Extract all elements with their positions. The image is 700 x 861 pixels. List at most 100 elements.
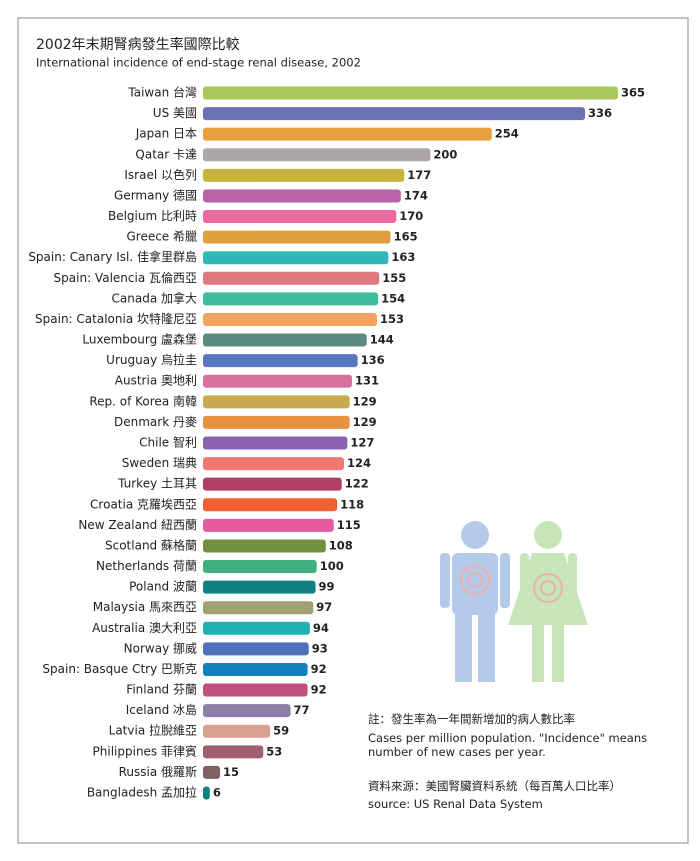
value-label: 131: [355, 374, 379, 388]
bar: [203, 436, 348, 450]
bar: [203, 560, 317, 574]
category-label: Taiwan 台灣: [127, 85, 197, 100]
value-label: 153: [380, 312, 404, 326]
source-en: source: US Renal Data System: [368, 797, 543, 811]
value-label: 53: [266, 744, 282, 758]
value-label: 127: [350, 436, 374, 450]
value-label: 118: [340, 497, 364, 511]
category-label: Iceland 冰島: [126, 702, 197, 717]
category-label: Rep. of Korea 南韓: [89, 393, 197, 408]
bar: [203, 539, 326, 553]
category-label: Turkey 土耳其: [117, 477, 197, 491]
value-label: 108: [329, 538, 353, 552]
value-label: 163: [391, 250, 415, 264]
bar: [203, 354, 358, 368]
value-label: 170: [399, 209, 423, 223]
bar: [203, 86, 618, 100]
bar: [203, 230, 391, 244]
value-label: 129: [353, 394, 377, 408]
bar: [203, 580, 316, 594]
note-zh: 註：發生率為一年間新增加的病人數比率: [368, 712, 575, 726]
bar: [203, 683, 308, 697]
category-label: Spain: Catalonia 坎特隆尼亞: [35, 311, 197, 326]
category-label: US 美國: [153, 106, 197, 120]
category-label: Russia 俄羅斯: [119, 765, 197, 779]
frame: [17, 17, 689, 844]
chart-title: 2002年末期腎病發生率國際比較: [36, 36, 240, 53]
category-label: Philippines 菲律賓: [93, 743, 197, 758]
bar: [203, 518, 334, 532]
value-label: 200: [433, 147, 457, 161]
bar: [203, 148, 431, 162]
bar: [203, 251, 389, 265]
category-label: Israel 以色列: [124, 168, 197, 182]
value-label: 93: [312, 641, 328, 655]
value-label: 99: [319, 580, 335, 594]
category-label: Greece 希臘: [126, 229, 197, 244]
bar: [203, 210, 397, 224]
category-label: Malaysia 馬來西亞: [93, 600, 197, 614]
value-label: 177: [407, 168, 431, 182]
value-label: 122: [345, 477, 369, 491]
bar: [203, 724, 271, 738]
category-label: Spain: Basque Ctry 巴斯克: [42, 662, 197, 676]
category-label: Spain: Canary Isl. 佳拿里群島: [28, 249, 197, 264]
category-label: Croatia 克羅埃西亞: [90, 497, 197, 511]
people-icon: [440, 521, 588, 682]
value-label: 115: [337, 518, 361, 532]
value-label: 254: [495, 127, 519, 141]
category-label: Bangladesh 孟加拉: [87, 785, 197, 800]
value-label: 124: [347, 456, 371, 470]
category-label: Denmark 丹麥: [114, 415, 197, 429]
category-label: Germany 德國: [114, 187, 197, 202]
value-label: 154: [381, 291, 405, 305]
category-label: Norway 挪威: [124, 641, 197, 655]
bar: [203, 498, 338, 512]
chart-subtitle: International incidence of end-stage ren…: [36, 56, 361, 70]
bar: [203, 395, 350, 409]
bar: [203, 786, 210, 800]
bar: [203, 704, 291, 718]
bar: [203, 415, 350, 429]
value-label: 129: [353, 415, 377, 429]
bar: [203, 662, 308, 676]
value-label: 165: [394, 230, 418, 244]
bar: [203, 292, 379, 306]
bar: [203, 312, 377, 326]
bar: [203, 127, 492, 141]
bar: [203, 601, 314, 615]
category-label: Uruguay 烏拉圭: [106, 352, 197, 367]
value-label: 100: [320, 559, 344, 573]
bar: [203, 621, 310, 635]
bar: [203, 168, 405, 182]
value-label: 144: [370, 333, 394, 347]
value-label: 77: [294, 703, 310, 717]
category-label: Spain: Valencia 瓦倫西亞: [54, 271, 197, 285]
category-label: Netherlands 荷蘭: [96, 559, 197, 573]
bar: [203, 189, 401, 203]
note-en: Cases per million population. "Incidence…: [368, 731, 648, 759]
value-label: 92: [311, 662, 327, 676]
bar: [203, 477, 342, 491]
value-label: 15: [223, 765, 239, 779]
category-label: Luxembourg 盧森堡: [82, 332, 197, 347]
value-label: 92: [311, 683, 327, 697]
category-label: Austria 奧地利: [115, 374, 197, 388]
category-label: Sweden 瑞典: [122, 456, 197, 470]
value-label: 174: [404, 188, 428, 202]
category-label: Chile 智利: [139, 435, 197, 450]
value-label: 6: [213, 786, 221, 800]
value-label: 336: [588, 106, 612, 120]
category-label: Poland 波蘭: [129, 580, 197, 594]
category-label: Belgium 比利時: [108, 209, 197, 223]
value-label: 136: [361, 353, 385, 367]
bar: [203, 271, 380, 285]
category-label: Canada 加拿大: [112, 290, 197, 305]
bar: [203, 107, 586, 121]
category-label: New Zealand 紐西蘭: [78, 518, 197, 532]
value-label: 94: [313, 621, 329, 635]
value-label: 59: [273, 724, 289, 738]
bar: [203, 457, 344, 471]
